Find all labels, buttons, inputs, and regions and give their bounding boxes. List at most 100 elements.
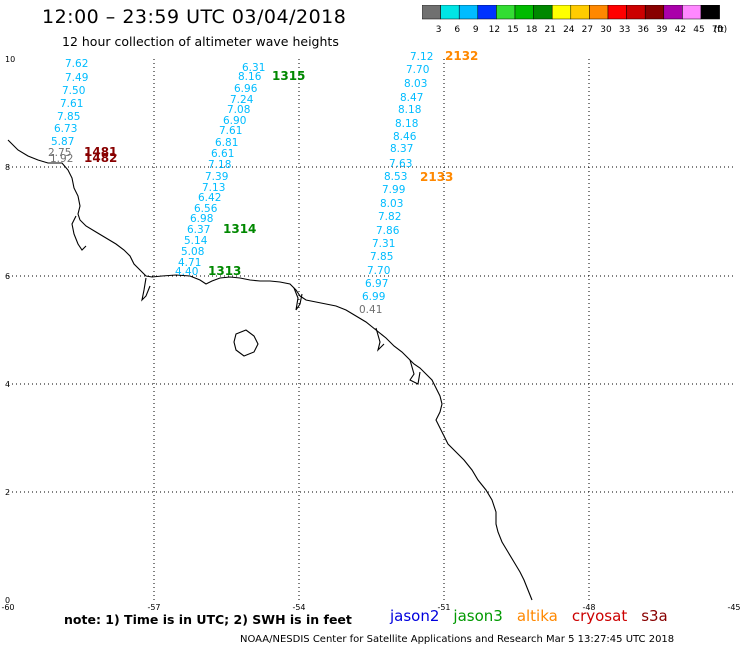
wave-height-value: 7.08	[227, 104, 250, 116]
grid-lines: -60 -57 -54 -51 -48 -45 10 8 6 4 2 0	[1, 55, 740, 610]
map-title: 12:00 – 23:59 UTC 03/04/2018	[42, 6, 347, 28]
color-legend: 3 6 9 12 15 18 21 24 27 30 33 36 39 42 45 70(ft)	[422, 5, 728, 35]
track-1482: 1.92 1482	[50, 151, 117, 165]
wave-height-value: 4.40	[175, 266, 198, 278]
wave-height-value: 7.39	[205, 171, 228, 183]
wave-height-value: 0.41	[359, 304, 382, 316]
legend-label-6: 21	[544, 25, 555, 35]
footer-note: note: 1) Time is in UTC; 2) SWH is in fe…	[64, 612, 352, 627]
wave-height-value: 6.98	[190, 213, 213, 225]
wave-height-value: 7.61	[60, 98, 83, 110]
wave-height-value: 6.73	[54, 123, 77, 135]
coastline-detail-4	[375, 327, 385, 352]
wave-height-value: 6.90	[223, 115, 246, 127]
wave-height-value: 7.49	[65, 72, 88, 84]
y-tick-label-2: 6	[5, 272, 10, 281]
wave-height-value: 6.42	[198, 192, 221, 204]
wave-height-value: 8.46	[393, 131, 417, 143]
legend-label-11: 36	[637, 25, 649, 35]
y-tick-label-0: 10	[5, 55, 15, 64]
legend-label-0: 3	[436, 25, 442, 35]
wave-height-value: 4.71	[178, 257, 201, 269]
x-tick-label-4: -48	[582, 603, 595, 610]
legend-label-7: 24	[563, 25, 575, 35]
track-id-label: 2133	[420, 170, 453, 184]
legend-label-2: 9	[473, 25, 479, 35]
wave-height-value: 7.24	[230, 94, 254, 106]
track-id-label: 2132	[445, 49, 478, 63]
track-2133: 8.537.99 8.037.82 7.867.317.85 7.706.976.99…	[362, 170, 453, 303]
wave-height-value: 8.53	[384, 171, 407, 183]
track-id-label: 1314	[223, 222, 256, 236]
wave-height-value: 6.99	[362, 291, 385, 303]
wave-height-value: 7.70	[367, 265, 390, 277]
wave-height-value: 7.63	[389, 158, 412, 170]
wave-height-value: 7.31	[372, 238, 395, 250]
legend-unit: (ft)	[714, 25, 728, 35]
wave-height-value: 8.16	[238, 71, 262, 83]
wave-height-value: 7.82	[378, 211, 401, 223]
south-america-coastline	[7, 139, 533, 601]
x-tick-label-3: -51	[437, 603, 450, 610]
satellite-legend: jason2 jason3 altika cryosat s3a	[390, 607, 682, 625]
wave-height-value: 7.85	[370, 251, 393, 263]
legend-label-15: 70	[712, 25, 724, 35]
y-tick-label-4: 2	[5, 488, 10, 497]
wave-height-value: 6.61	[211, 148, 234, 160]
track-id-label: 1482	[84, 151, 117, 165]
satellite-jason2: jason2	[390, 607, 440, 625]
wave-height-value: 8.18	[395, 118, 418, 130]
track-id-label: 1313	[208, 264, 241, 278]
satellite-altika: altika	[516, 607, 558, 625]
wave-height-value: 6.37	[187, 224, 210, 236]
satellite-jason3: jason3	[453, 607, 503, 625]
satellite-cryosat: cryosat	[571, 607, 628, 625]
track-1481: 2.75 1481	[48, 145, 117, 159]
legend-label-12: 39	[656, 25, 668, 35]
wave-height-value: 7.86	[376, 225, 400, 237]
legend-label-8: 27	[582, 25, 593, 35]
wave-height-value: 6.31	[242, 62, 265, 74]
x-tick-label-2: -54	[292, 603, 305, 610]
y-tick-label-3: 4	[5, 380, 10, 389]
legend-label-9: 30	[600, 25, 612, 35]
legend-label-4: 15	[507, 25, 518, 35]
legend-label-1: 6	[454, 25, 460, 35]
wave-height-value: 8.37	[390, 143, 413, 155]
track-1314: 6.375.145.084.714.40 1314	[175, 222, 256, 278]
footer-credit: NOAA/NESDIS Center for Satellite Applica…	[240, 634, 675, 645]
wave-height-value: 7.99	[382, 184, 405, 196]
y-tick-label-1: 8	[5, 163, 10, 172]
coastline-detail-3	[293, 287, 303, 311]
coastline-detail-2	[141, 277, 151, 302]
legend-label-10: 33	[619, 25, 630, 35]
wave-height-value: 5.87	[51, 136, 74, 148]
x-tick-label-1: -57	[147, 603, 160, 610]
wave-height-value: 7.13	[202, 182, 225, 194]
y-tick-label-5: 0	[5, 596, 10, 605]
x-tick-label-5: -45	[727, 603, 740, 610]
wave-height-value: 5.14	[184, 235, 208, 247]
wave-height-value: 7.12	[410, 51, 433, 63]
wave-height-value: 8.47	[400, 92, 423, 104]
legend-swatch-15	[700, 5, 720, 20]
legend-label-5: 18	[526, 25, 538, 35]
track-id-label: 1481	[84, 145, 117, 159]
wave-height-value: 6.56	[194, 203, 218, 215]
wave-height-value: 8.03	[404, 78, 427, 90]
track-id-label: 1315	[272, 69, 305, 83]
wave-height-value: 5.08	[181, 246, 204, 258]
wave-height-value: 7.50	[62, 85, 85, 97]
wave-height-value: 7.18	[208, 159, 231, 171]
coastline	[7, 139, 533, 601]
legend-label-13: 42	[675, 25, 686, 35]
track-1315: 6.318.166.967.247.086.907.616.816.617.18…	[190, 62, 305, 225]
wave-height-map: -60 -57 -54 -51 -48 -45 10 8 6 4 2 0 2.75 1481 1.92 14…	[1, 49, 740, 610]
wave-height-value: 7.62	[65, 58, 88, 70]
coastline-detail-5	[409, 359, 421, 385]
wave-height-value: 8.03	[380, 198, 403, 210]
legend-label-14: 45	[693, 25, 704, 35]
wave-height-value: 6.81	[215, 137, 238, 149]
